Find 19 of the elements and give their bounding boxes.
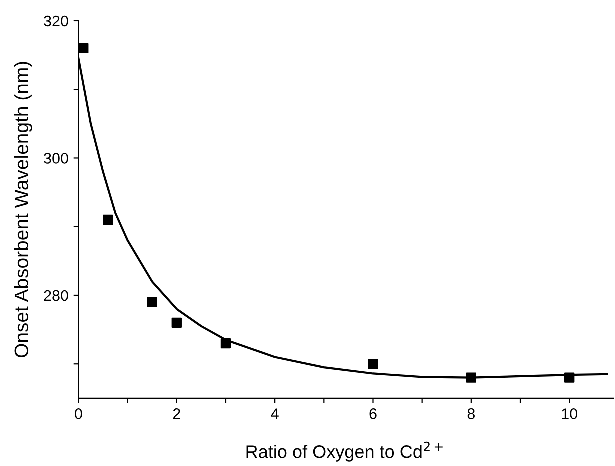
y-tick-label: 300 xyxy=(44,153,68,164)
x-tick-label: 2 xyxy=(173,408,180,420)
point xyxy=(564,372,575,383)
x-tick-label: 8 xyxy=(468,408,475,420)
point xyxy=(220,338,232,349)
point xyxy=(172,318,182,328)
x-tick-label: 4 xyxy=(271,408,279,420)
x-axis-title: Ratio of Oxygen to Cd$^{2+}$ xyxy=(246,442,443,462)
y-tick-label: 320 xyxy=(44,16,68,27)
y-tick-label: 280 xyxy=(44,290,68,302)
x-tick-label: 10 xyxy=(562,408,578,420)
point xyxy=(466,372,477,383)
x-tick-label: 0 xyxy=(75,408,82,420)
y-axis-title: Onset Absorbent Wavelength (nm) xyxy=(14,62,32,358)
point xyxy=(78,43,89,54)
x-tick-label: 6 xyxy=(370,408,377,420)
point xyxy=(103,214,114,226)
point xyxy=(368,359,378,370)
point xyxy=(147,297,158,308)
